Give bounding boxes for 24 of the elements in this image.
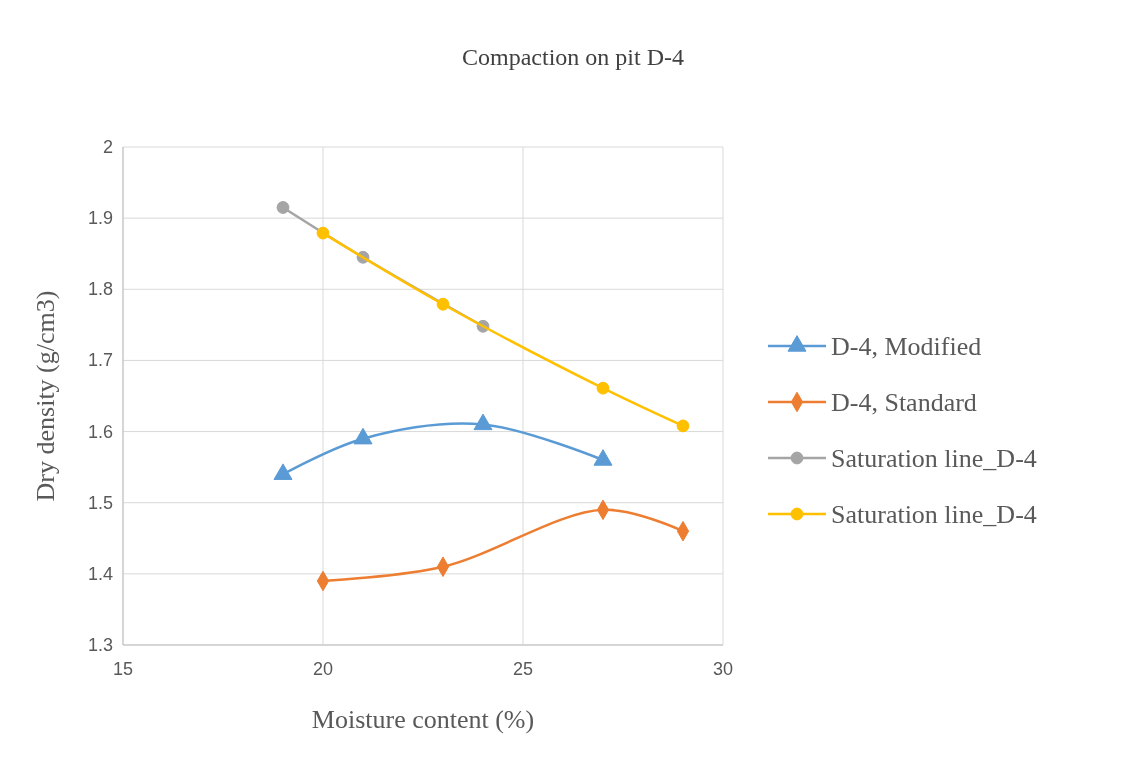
- legend-label: Saturation line_D-4: [831, 444, 1037, 473]
- chart-title: Compaction on pit D-4: [462, 44, 684, 70]
- x-axis-title: Moisture content (%): [311, 705, 535, 734]
- x-tick-label: 25: [512, 659, 534, 679]
- y-tick-label: 1.9: [87, 208, 113, 229]
- x-tick-label: 20: [312, 659, 334, 679]
- legend-label: D-4, Standard: [831, 388, 977, 417]
- legend-label: D-4, Modified: [831, 332, 982, 361]
- x-tick-label: 15: [112, 659, 134, 679]
- y-tick-label: 1.5: [87, 492, 113, 513]
- y-tick-label: 1.4: [87, 563, 113, 584]
- y-tick-label: 2: [102, 137, 113, 157]
- y-tick-label: 1.3: [87, 635, 113, 655]
- point: [316, 226, 330, 240]
- x-tick-label: 30: [712, 659, 734, 679]
- point: [596, 381, 610, 395]
- y-tick-label: 1.8: [87, 279, 113, 300]
- y-tick-label: 1.7: [87, 350, 113, 371]
- point: [676, 419, 690, 433]
- legend-label: Saturation line_D-4: [831, 500, 1037, 529]
- y-tick-label: 1.6: [87, 421, 113, 442]
- point: [276, 201, 290, 214]
- point: [436, 297, 450, 311]
- y-axis-title: Dry density (g/cm3): [31, 290, 60, 502]
